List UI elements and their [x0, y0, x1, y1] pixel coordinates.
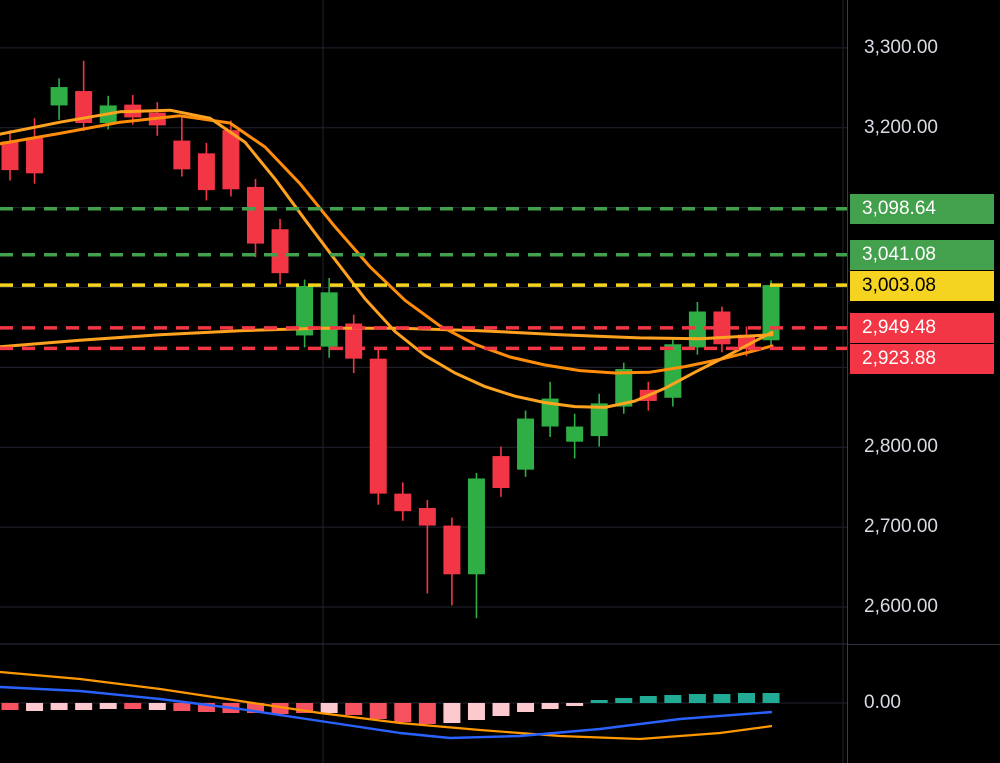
histogram-bar — [1, 703, 19, 710]
price-level-badge[interactable]: 3,041.08 — [850, 239, 994, 270]
histogram-bar — [296, 703, 314, 713]
histogram-bar — [394, 703, 412, 722]
histogram-bar — [639, 696, 657, 703]
histogram-bar — [590, 700, 608, 703]
chart-pane[interactable] — [0, 0, 847, 763]
candle-body — [664, 344, 682, 398]
histogram-bar — [197, 703, 215, 712]
candle-body — [492, 456, 510, 489]
candle-body — [394, 493, 412, 512]
histogram-bar — [492, 703, 510, 716]
indicator-zero-label: 0.00 — [864, 692, 901, 713]
indicator-histogram — [1, 693, 780, 724]
candle-body — [75, 91, 93, 124]
price-level-badge[interactable]: 3,003.08 — [850, 270, 994, 301]
candle-body — [590, 403, 608, 437]
histogram-bar — [467, 703, 485, 720]
price-axis-label: 2,800.00 — [864, 436, 938, 458]
histogram-bar — [50, 703, 68, 710]
histogram-bar — [443, 703, 461, 723]
candle-body — [566, 426, 584, 442]
histogram-bar — [99, 703, 117, 709]
price-axis-label: 3,200.00 — [864, 116, 938, 138]
candle-body — [197, 153, 215, 191]
candles — [1, 60, 780, 619]
price-axis[interactable]: 3,300.00 3,200.00 2,800.00 2,700.00 2,600.00… — [847, 0, 1000, 763]
candle-body — [247, 186, 264, 244]
price-level-lines — [0, 207, 847, 351]
indicator-orange-line — [0, 670, 773, 741]
histogram-bar — [75, 703, 93, 710]
histogram-bar — [738, 693, 755, 703]
histogram-bar — [615, 698, 633, 703]
histogram-bar — [664, 695, 682, 703]
histogram-bar — [148, 703, 166, 710]
price-level-badge[interactable]: 3,098.64 — [850, 193, 994, 224]
histogram-bar — [271, 703, 289, 714]
axis-pane-divider[interactable] — [848, 644, 1000, 645]
histogram-bar — [418, 703, 436, 724]
histogram-bar — [320, 703, 338, 713]
histogram-bar — [369, 703, 387, 719]
ma-mid-line — [0, 114, 774, 375]
histogram-bar — [517, 703, 535, 712]
candle-body — [615, 369, 633, 407]
ma-slow-line — [0, 326, 774, 349]
candle-body — [418, 508, 436, 526]
histogram-bar — [762, 693, 780, 703]
candle-body — [173, 140, 191, 170]
price-level-badge[interactable]: 2,923.88 — [850, 343, 994, 374]
histogram-bar — [247, 703, 264, 713]
histogram-bar — [26, 703, 44, 711]
indicator-lines — [0, 670, 773, 741]
candle-body — [517, 418, 535, 470]
histogram-bar — [173, 703, 191, 711]
candle-body — [369, 358, 387, 494]
histogram-bar — [713, 694, 731, 703]
histogram-bar — [566, 703, 584, 706]
candle-body — [1, 141, 19, 171]
candle-body — [222, 130, 240, 190]
candle-body — [467, 478, 485, 575]
candle-body — [443, 525, 461, 575]
histogram-bar — [345, 703, 363, 715]
candle-body — [296, 285, 314, 336]
histogram-bar — [541, 703, 559, 709]
price-level-badge[interactable]: 2,949.48 — [850, 312, 994, 343]
candle-body — [738, 334, 755, 350]
histogram-bar — [688, 694, 706, 703]
price-axis-label: 2,600.00 — [864, 596, 938, 618]
candle-body — [26, 137, 44, 174]
candle-body — [320, 292, 338, 347]
histogram-bar — [124, 703, 142, 709]
price-axis-label: 2,700.00 — [864, 516, 938, 538]
candle-body — [271, 229, 289, 274]
indicator-blue-line — [0, 685, 773, 740]
candle-body — [541, 398, 559, 427]
candlestick-chart-canvas[interactable] — [0, 0, 847, 763]
ma-fast-line — [0, 108, 774, 409]
candle-body — [50, 87, 68, 106]
price-axis-label: 3,300.00 — [864, 36, 938, 58]
